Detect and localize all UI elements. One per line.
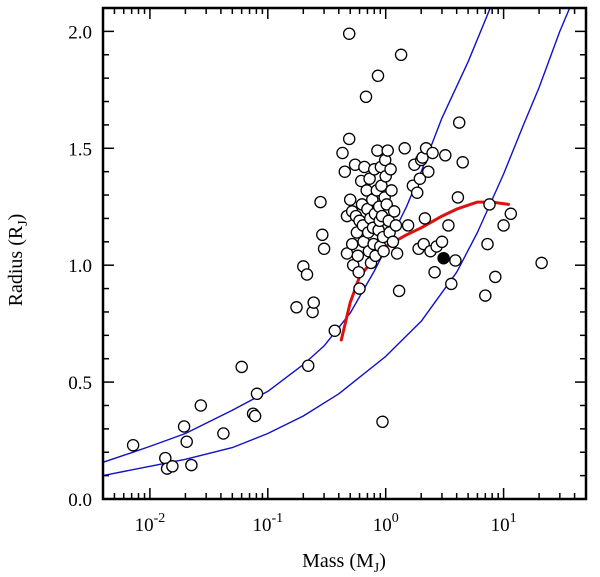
x-tick-label: 100 xyxy=(373,511,399,536)
data-point xyxy=(166,460,179,473)
y-tick-label: 2.0 xyxy=(68,22,92,43)
plot-frame xyxy=(101,6,588,501)
data-point xyxy=(451,191,465,204)
data-point xyxy=(483,198,496,211)
data-point xyxy=(317,242,331,256)
x-tick-label-base: 10 xyxy=(373,515,392,536)
data-point xyxy=(449,254,462,267)
data-point xyxy=(301,359,315,372)
data-point xyxy=(250,387,264,401)
data-point xyxy=(342,132,356,146)
data-point xyxy=(442,219,455,232)
data-point xyxy=(426,146,439,160)
data-point xyxy=(410,186,424,199)
y-axis-label-close: ) xyxy=(5,214,27,221)
data-point xyxy=(336,146,349,160)
data-point xyxy=(387,205,401,218)
x-tick-label: 10-2 xyxy=(135,511,166,536)
data-point xyxy=(371,144,384,157)
data-point xyxy=(376,415,389,429)
data-point xyxy=(314,195,327,209)
x-tick-label: 10-1 xyxy=(252,511,283,536)
data-point xyxy=(352,265,365,279)
data-point xyxy=(418,212,432,225)
data-point xyxy=(386,235,400,249)
data-point xyxy=(290,301,303,314)
points-layer xyxy=(126,27,548,475)
data-point xyxy=(385,184,398,197)
data-point xyxy=(371,69,385,83)
data-point xyxy=(126,438,140,452)
x-axis-label-sub: J xyxy=(374,561,380,576)
highlighted-data-point xyxy=(437,251,450,265)
data-point xyxy=(401,219,415,232)
data-point xyxy=(343,193,357,206)
x-tick-label-base: 10 xyxy=(491,515,510,536)
x-tick-label-exponent: 1 xyxy=(510,511,517,526)
data-point xyxy=(479,289,492,302)
x-axis-label: Mass (MJ) xyxy=(302,550,386,576)
data-point xyxy=(353,282,366,295)
x-tick-label: 101 xyxy=(491,511,517,536)
data-point xyxy=(439,149,452,162)
data-point xyxy=(338,165,352,178)
blue-model-curve-1 xyxy=(103,8,492,463)
data-point xyxy=(428,265,441,279)
data-point xyxy=(389,219,403,232)
data-point xyxy=(481,237,494,251)
data-point xyxy=(489,270,502,284)
data-point xyxy=(497,219,510,232)
x-tick-label-exponent: 0 xyxy=(392,511,399,526)
y-axis-label-sub: J xyxy=(16,220,31,226)
y-axis-label: Radius (RJ) xyxy=(5,214,31,307)
x-tick-label-exponent: -2 xyxy=(154,511,166,526)
data-point xyxy=(185,458,198,472)
data-point xyxy=(413,172,427,185)
data-point xyxy=(384,163,397,176)
data-point xyxy=(394,48,408,62)
data-point xyxy=(456,156,469,169)
x-tick-label-base: 10 xyxy=(135,515,154,536)
data-point xyxy=(435,235,449,249)
data-point xyxy=(390,247,404,260)
data-point xyxy=(300,268,314,281)
data-point xyxy=(452,116,466,129)
data-point xyxy=(381,144,394,157)
data-point xyxy=(342,27,356,40)
y-tick-label: 0.0 xyxy=(68,490,92,511)
data-point xyxy=(351,249,365,263)
data-point xyxy=(235,360,248,374)
y-tick-label: 0.5 xyxy=(68,373,92,394)
data-point xyxy=(377,244,390,258)
data-point xyxy=(398,142,411,155)
data-point xyxy=(504,207,518,221)
data-point xyxy=(217,427,230,440)
data-point xyxy=(535,256,548,270)
y-tick-label: 1.0 xyxy=(68,256,92,277)
data-point xyxy=(194,399,208,412)
data-point xyxy=(422,165,435,178)
data-point xyxy=(307,296,320,309)
x-axis-label-close: ) xyxy=(379,550,386,572)
data-point xyxy=(177,420,191,433)
x-tick-label-base: 10 xyxy=(252,515,271,536)
y-axis-label-main: Radius (R xyxy=(5,225,27,306)
data-point xyxy=(445,277,458,291)
data-point xyxy=(392,284,406,298)
data-point xyxy=(248,409,262,423)
red-evolution-curve xyxy=(339,200,510,342)
blue-model-curve-2 xyxy=(103,8,571,477)
data-point xyxy=(345,237,359,251)
data-point xyxy=(180,435,193,448)
x-axis-label-main: Mass (M xyxy=(302,550,374,572)
x-tick-label-exponent: -1 xyxy=(271,511,283,526)
curves-layer xyxy=(103,8,571,477)
data-point xyxy=(380,198,393,211)
y-tick-label: 1.5 xyxy=(68,139,92,160)
data-point xyxy=(328,324,342,337)
data-point xyxy=(316,228,329,242)
data-point xyxy=(359,90,373,104)
